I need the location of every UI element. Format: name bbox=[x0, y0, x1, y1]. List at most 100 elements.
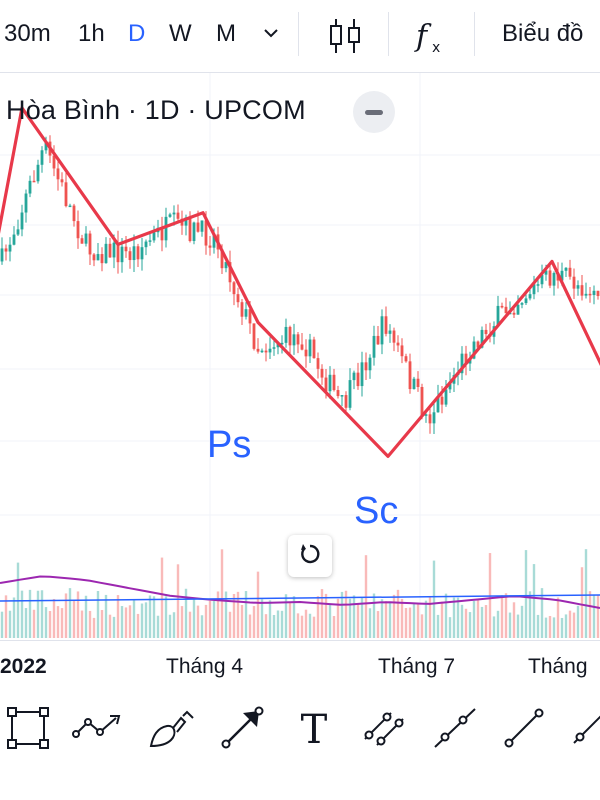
candle-body bbox=[68, 205, 72, 208]
collapse-legend-button[interactable] bbox=[353, 91, 395, 133]
chevron-down-icon[interactable] bbox=[262, 24, 280, 47]
candle-body bbox=[528, 294, 532, 299]
rectangle-tool[interactable] bbox=[2, 704, 54, 756]
volume-bar bbox=[512, 602, 516, 638]
symbol-legend[interactable]: Hòa Bình · 1D · UPCOM bbox=[6, 95, 306, 125]
timeframe-m[interactable]: M bbox=[216, 20, 236, 47]
volume-bar bbox=[324, 593, 328, 638]
volume-bar bbox=[284, 594, 288, 638]
rectangle-icon bbox=[6, 706, 50, 755]
time-axis-label: Tháng 4 bbox=[166, 655, 244, 678]
candle-body bbox=[252, 323, 256, 349]
candle-body bbox=[516, 304, 520, 315]
volume-bar bbox=[452, 597, 456, 638]
horizontal-line[interactable] bbox=[0, 594, 600, 602]
candle-body bbox=[220, 249, 224, 269]
volume-bar bbox=[560, 617, 564, 638]
price-chart[interactable] bbox=[0, 73, 600, 685]
candle-body bbox=[96, 254, 100, 261]
candle-body bbox=[460, 353, 464, 374]
candle-body bbox=[392, 330, 396, 343]
candle-body bbox=[564, 267, 568, 271]
volume-bar bbox=[352, 595, 356, 638]
candle-body bbox=[416, 378, 420, 388]
volume-bar bbox=[176, 564, 180, 638]
candle-body bbox=[272, 347, 276, 349]
volume-bar bbox=[344, 590, 348, 638]
candle-body bbox=[184, 217, 188, 226]
toolbar-separator bbox=[388, 12, 389, 56]
candle-body bbox=[552, 272, 556, 286]
time-axis[interactable]: 2022 Tháng 4 Tháng 7 Tháng bbox=[0, 640, 600, 689]
fx-icon[interactable]: f x bbox=[414, 14, 448, 63]
top-toolbar: 30m 1h D W M f x Biểu đồ bbox=[0, 0, 600, 73]
volume-bar bbox=[216, 591, 220, 638]
volume-bar bbox=[564, 614, 568, 638]
candle-body bbox=[268, 348, 272, 353]
volume-bar bbox=[272, 614, 276, 638]
candle-body bbox=[224, 262, 228, 269]
volume-bar bbox=[340, 591, 344, 638]
candle-body bbox=[100, 254, 104, 264]
annotation-ps[interactable]: Ps bbox=[207, 424, 252, 466]
volume-bar bbox=[188, 611, 192, 638]
chart-pane[interactable] bbox=[0, 73, 600, 685]
candle-body bbox=[280, 342, 284, 345]
volume-bar bbox=[596, 595, 600, 638]
chart-menu-label[interactable]: Biểu đồ bbox=[502, 20, 584, 47]
candle-body bbox=[140, 247, 144, 260]
trend-line-tool[interactable] bbox=[498, 704, 550, 756]
candle-body bbox=[248, 309, 252, 324]
volume-bar bbox=[532, 564, 536, 638]
ray-tool[interactable] bbox=[428, 704, 480, 756]
candle-body bbox=[232, 282, 236, 295]
candlestick-icon[interactable] bbox=[326, 16, 364, 61]
volume-bar bbox=[244, 591, 248, 638]
candle-body bbox=[412, 378, 416, 390]
volume-bar bbox=[428, 597, 432, 638]
candle-body bbox=[240, 302, 244, 317]
zigzag-trendline[interactable] bbox=[0, 106, 600, 458]
svg-text:x: x bbox=[432, 40, 440, 56]
timeframe-30m[interactable]: 30m bbox=[4, 20, 51, 47]
candle-body bbox=[116, 242, 120, 263]
candle-body bbox=[532, 284, 536, 295]
minus-icon bbox=[365, 109, 383, 115]
candle-body bbox=[588, 293, 592, 296]
candle-body bbox=[8, 244, 12, 252]
candle-body bbox=[12, 234, 16, 245]
timeframe-d[interactable]: D bbox=[128, 20, 146, 47]
volume-bar bbox=[260, 599, 264, 638]
reset-chart-button[interactable] bbox=[288, 535, 332, 577]
candle-body bbox=[204, 220, 208, 246]
volume-bar bbox=[308, 613, 312, 638]
parallel-channel-tool[interactable] bbox=[358, 704, 410, 756]
candle-body bbox=[540, 274, 544, 285]
candle-body bbox=[356, 372, 360, 387]
volume-bar bbox=[140, 603, 144, 638]
annotation-sc[interactable]: Sc bbox=[354, 490, 399, 532]
candle-body bbox=[580, 285, 584, 296]
volume-bar bbox=[184, 588, 188, 638]
volume-bar bbox=[56, 606, 60, 638]
candle-body bbox=[36, 164, 40, 182]
brush-tool[interactable] bbox=[146, 704, 198, 756]
toolbar-separator bbox=[474, 12, 475, 56]
candle-body bbox=[536, 284, 540, 286]
candle-body bbox=[108, 243, 112, 258]
volume-bar bbox=[504, 593, 508, 638]
volume-bar bbox=[40, 590, 44, 638]
text-tool[interactable]: T bbox=[288, 704, 340, 756]
candle-body bbox=[340, 395, 344, 397]
timeframe-1h[interactable]: 1h bbox=[78, 20, 105, 47]
path-tool[interactable] bbox=[72, 704, 124, 756]
volume-bar bbox=[312, 616, 316, 638]
arrow-tool[interactable] bbox=[216, 704, 268, 756]
volume-bar bbox=[108, 614, 112, 638]
volume-bar bbox=[104, 594, 108, 638]
extended-line-tool[interactable] bbox=[566, 704, 600, 756]
timeframe-w[interactable]: W bbox=[169, 20, 192, 47]
volume-bar bbox=[328, 605, 332, 638]
candle-body bbox=[324, 377, 328, 392]
candle-body bbox=[440, 396, 444, 405]
